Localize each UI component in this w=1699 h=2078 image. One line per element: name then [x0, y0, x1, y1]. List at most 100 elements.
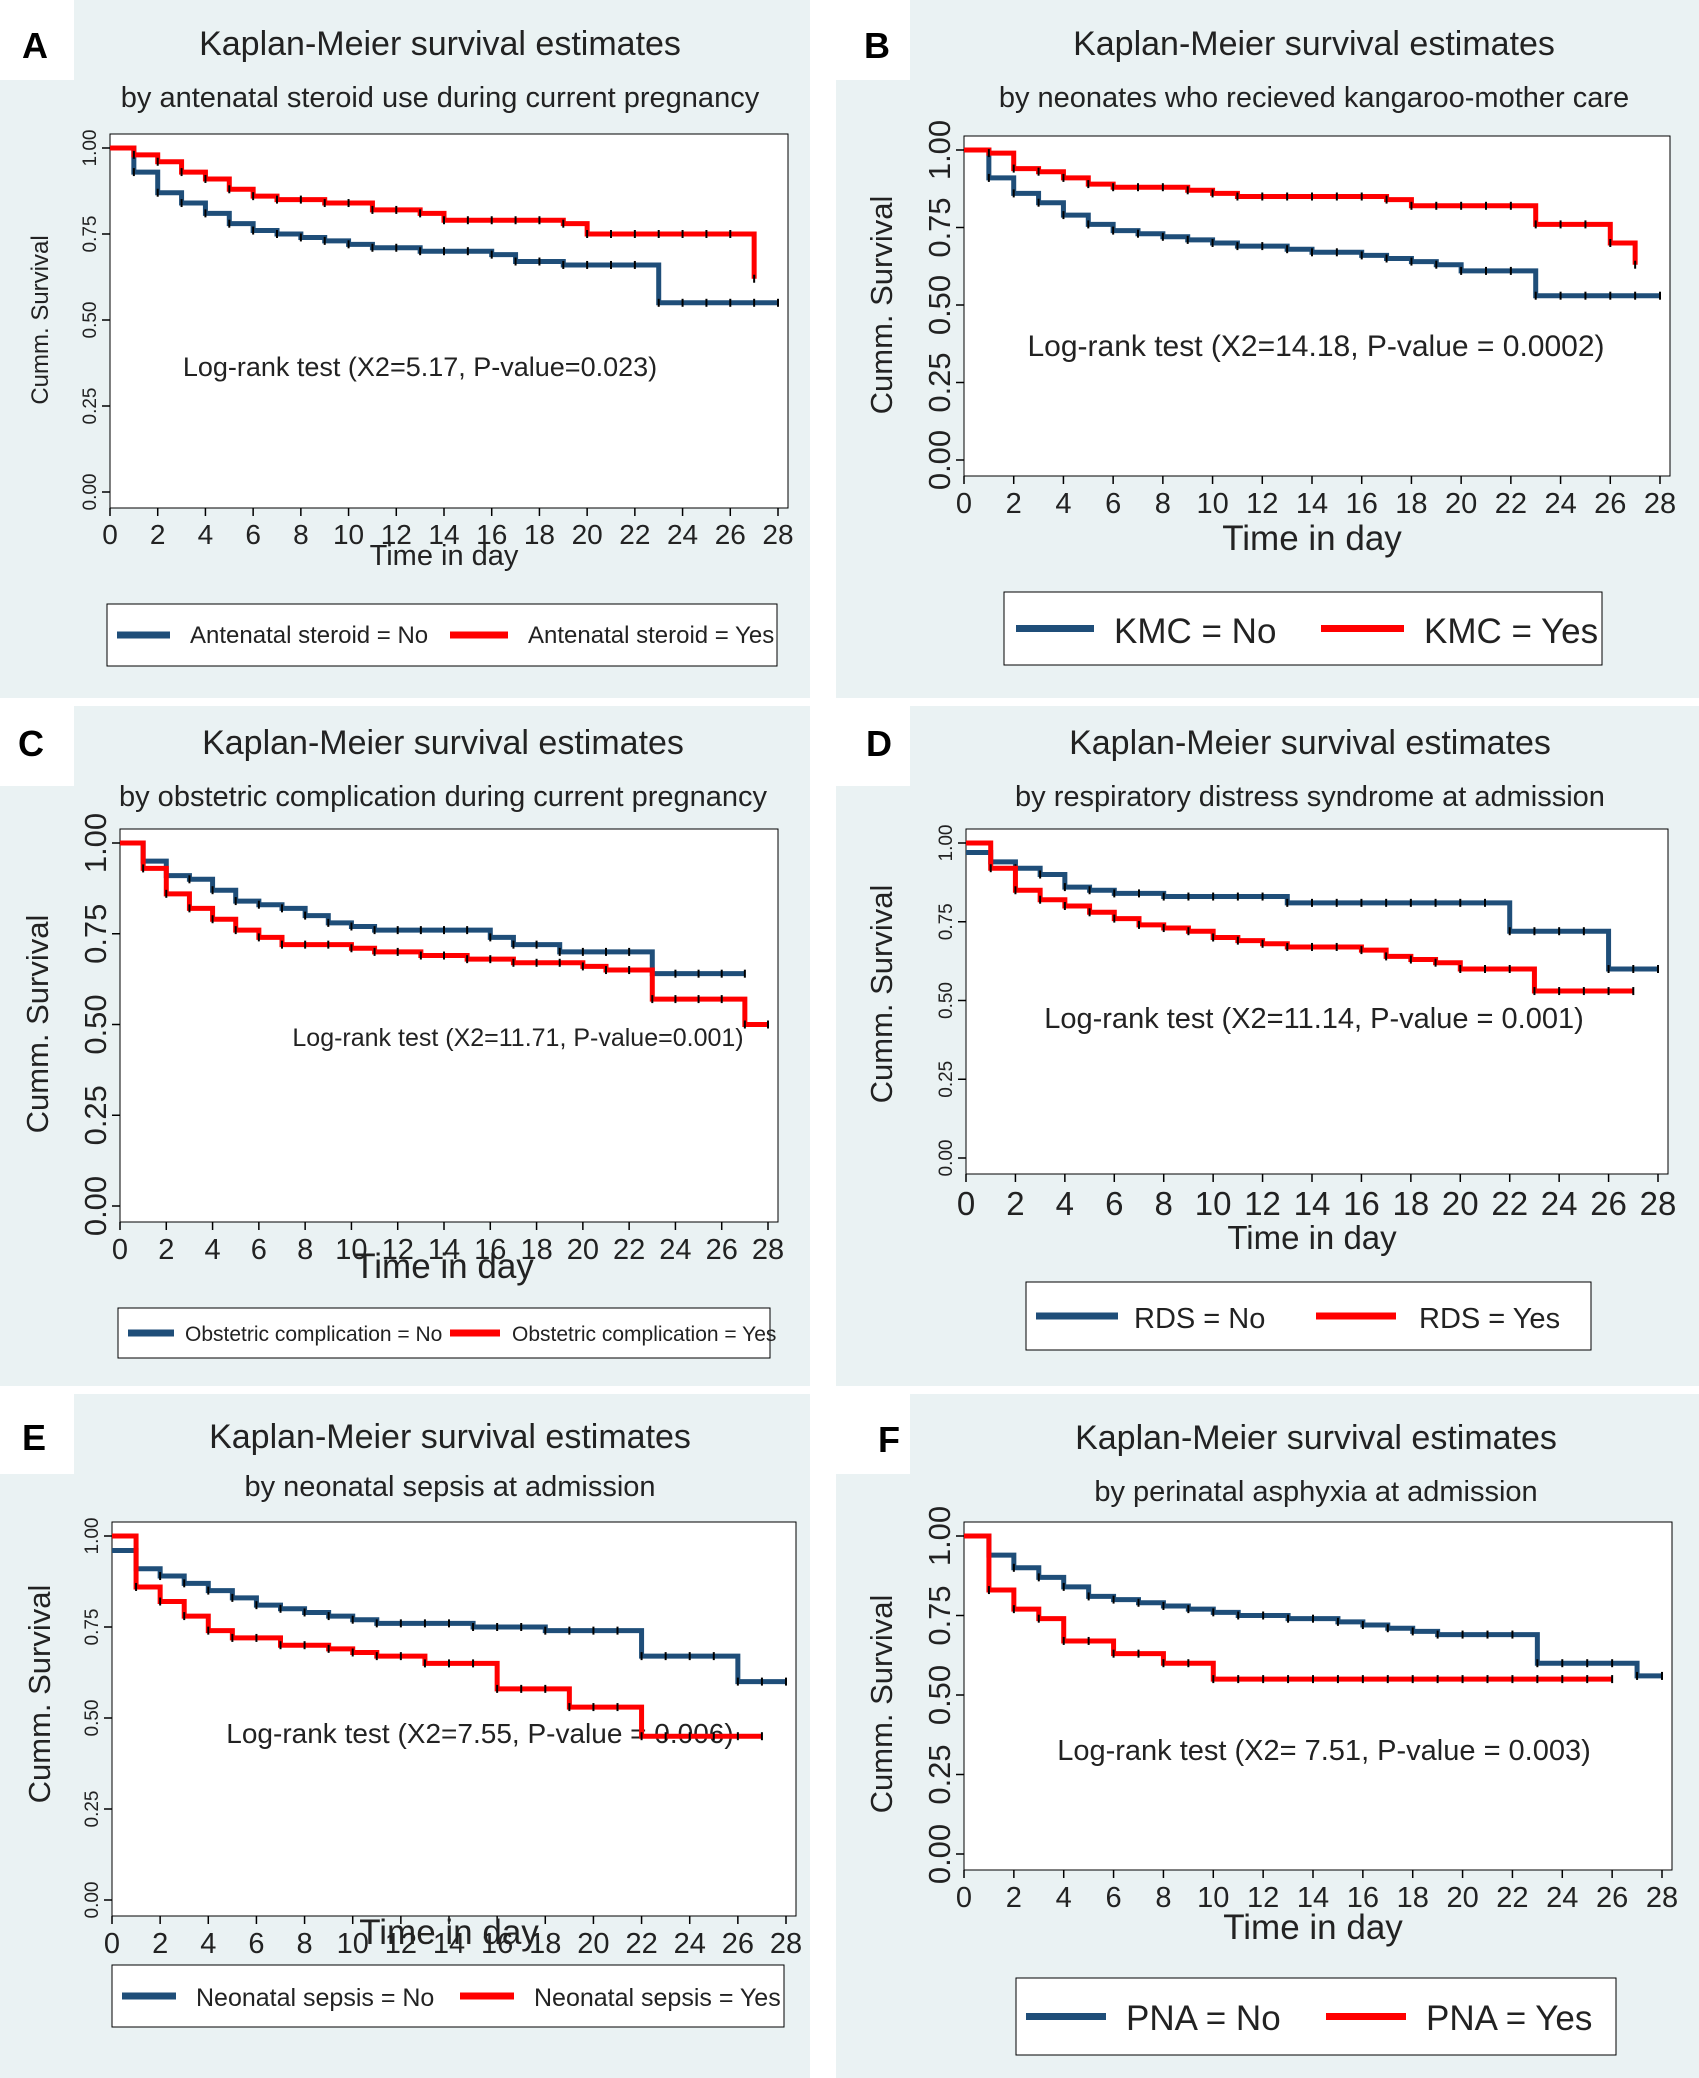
- x-tick-label: 28: [770, 1928, 802, 1960]
- x-tick-label: 28: [1644, 488, 1676, 520]
- x-tick-label: 16: [1347, 1882, 1379, 1914]
- panel-letter: F: [878, 1419, 900, 1460]
- chart-subtitle: by neonatal sepsis at admission: [244, 1471, 655, 1503]
- y-tick-label: 0.00: [78, 1176, 113, 1236]
- x-tick-label: 22: [625, 1928, 657, 1960]
- x-tick-label: 14: [433, 1928, 465, 1960]
- y-tick-label: 0.75: [922, 197, 957, 257]
- panel-e: E Kaplan-Meier survival estimates by neona…: [0, 1394, 810, 2078]
- x-tick-label: 18: [520, 1234, 552, 1266]
- y-tick-label: 0.25: [80, 388, 101, 425]
- x-tick-label: 14: [1296, 488, 1328, 520]
- series-line-yes: [110, 145, 757, 279]
- legend-label-yes: RDS = Yes: [1419, 1303, 1560, 1335]
- y-axis-label: Cumm. Survival: [22, 1585, 57, 1804]
- legend-box: [111, 1964, 785, 2028]
- panel-letter-box: [0, 706, 74, 786]
- panel-d: D Kaplan-Meier survival estimates by respi…: [836, 706, 1699, 1386]
- panel-letter-box: [836, 1394, 910, 1474]
- x-tick-label: 20: [577, 1928, 609, 1960]
- x-tick-label: 2: [150, 519, 166, 550]
- series-line-yes: [964, 1533, 1613, 1682]
- x-tick-label: 16: [476, 519, 507, 550]
- x-tick-label: 12: [1246, 488, 1278, 520]
- y-tick-label: 0.75: [922, 1585, 957, 1645]
- x-tick-label: 16: [1346, 488, 1378, 520]
- y-tick-label: 0.50: [922, 1665, 957, 1725]
- y-tick-label: 0.50: [80, 302, 101, 339]
- legend-label-no: PNA = No: [1126, 1999, 1281, 2038]
- y-tick-label: 0.00: [82, 1882, 103, 1919]
- x-tick-label: 24: [1541, 1185, 1578, 1222]
- x-tick-label: 22: [1496, 1882, 1528, 1914]
- x-tick-label: 0: [102, 519, 118, 550]
- y-tick-label: 0.50: [82, 1700, 103, 1737]
- x-tick-label: 22: [1491, 1185, 1528, 1222]
- panel-letter-box: [0, 0, 74, 80]
- x-tick-label: 16: [474, 1234, 506, 1266]
- x-tick-label: 28: [762, 519, 793, 550]
- legend-label-no: RDS = No: [1134, 1303, 1265, 1335]
- x-tick-label: 14: [1297, 1882, 1329, 1914]
- y-tick-label: 0.00: [80, 474, 101, 511]
- x-tick-label: 24: [1546, 1882, 1578, 1914]
- x-axis-label: Time in day: [370, 540, 519, 572]
- plot-area: [109, 133, 789, 509]
- x-tick-label: 4: [1055, 488, 1071, 520]
- x-axis-label: Time in day: [359, 1913, 539, 1952]
- legend-box: [1003, 591, 1603, 666]
- y-tick-label: 1.00: [922, 1506, 957, 1566]
- x-tick-label: 26: [706, 1234, 738, 1266]
- log-rank-annotation: Log-rank test (X2=7.55, P-value = 0.006): [226, 1718, 733, 1749]
- x-axis-label: Time in day: [1222, 519, 1402, 558]
- y-tick-label: 1.00: [936, 825, 957, 862]
- legend-label-yes: Antenatal steroid = Yes: [528, 622, 774, 649]
- x-tick-label: 26: [722, 1928, 754, 1960]
- panel-f: F Kaplan-Meier survival estimates by perin…: [836, 1394, 1699, 2078]
- log-rank-annotation: Log-rank test (X2=11.14, P-value = 0.001…: [1044, 1003, 1584, 1035]
- plot-area: [965, 828, 1669, 1175]
- log-rank-annotation: Log-rank test (X2=11.71, P-value=0.001): [292, 1024, 743, 1052]
- x-tick-label: 14: [428, 519, 459, 550]
- panel-letter: A: [22, 25, 48, 66]
- x-tick-label: 16: [481, 1928, 513, 1960]
- x-axis-label: Time in day: [354, 1247, 534, 1286]
- panel-c: C Kaplan-Meier survival estimates by obste…: [0, 706, 810, 1386]
- y-tick-label: 0.25: [78, 1085, 113, 1145]
- x-tick-label: 8: [1155, 488, 1171, 520]
- y-axis-label: Cumm. Survival: [20, 915, 55, 1134]
- y-tick-label: 0.25: [922, 352, 957, 412]
- x-tick-label: 18: [1395, 488, 1427, 520]
- plot-area: [963, 1521, 1673, 1871]
- x-tick-label: 10: [1196, 488, 1228, 520]
- chart-subtitle: by antenatal steroid use during current …: [121, 82, 760, 114]
- panel-a: A Kaplan-Meier survival estimates by anten…: [0, 0, 810, 698]
- x-tick-label: 0: [956, 488, 972, 520]
- x-tick-label: 12: [385, 1928, 417, 1960]
- x-tick-label: 10: [337, 1928, 369, 1960]
- x-tick-label: 0: [957, 1185, 975, 1222]
- x-tick-label: 18: [1397, 1882, 1429, 1914]
- km-chart-f: F Kaplan-Meier survival estimates by perin…: [836, 1394, 1678, 2056]
- legend-label-no: Antenatal steroid = No: [190, 622, 428, 649]
- x-tick-label: 28: [752, 1234, 784, 1266]
- x-tick-label: 2: [158, 1234, 174, 1266]
- y-tick-label: 0.00: [922, 1824, 957, 1884]
- panel-letter: E: [22, 1417, 46, 1458]
- y-tick-label: 1.00: [82, 1518, 103, 1555]
- x-tick-label: 20: [567, 1234, 599, 1266]
- x-tick-label: 4: [200, 1928, 216, 1960]
- panel-letter-box: [836, 706, 910, 786]
- y-tick-label: 0.50: [78, 994, 113, 1054]
- x-tick-label: 8: [297, 1234, 313, 1266]
- x-tick-label: 10: [335, 1234, 367, 1266]
- y-tick-label: 1.00: [78, 813, 113, 873]
- x-tick-label: 6: [1106, 1882, 1122, 1914]
- x-tick-label: 26: [1596, 1882, 1628, 1914]
- x-tick-label: 16: [1343, 1185, 1380, 1222]
- x-tick-label: 8: [297, 1928, 313, 1960]
- x-tick-label: 24: [674, 1928, 706, 1960]
- panel-b: B Kaplan-Meier survival estimates by neona…: [836, 0, 1699, 698]
- legend-label-yes: Neonatal sepsis = Yes: [534, 1984, 781, 2012]
- x-tick-label: 0: [104, 1928, 120, 1960]
